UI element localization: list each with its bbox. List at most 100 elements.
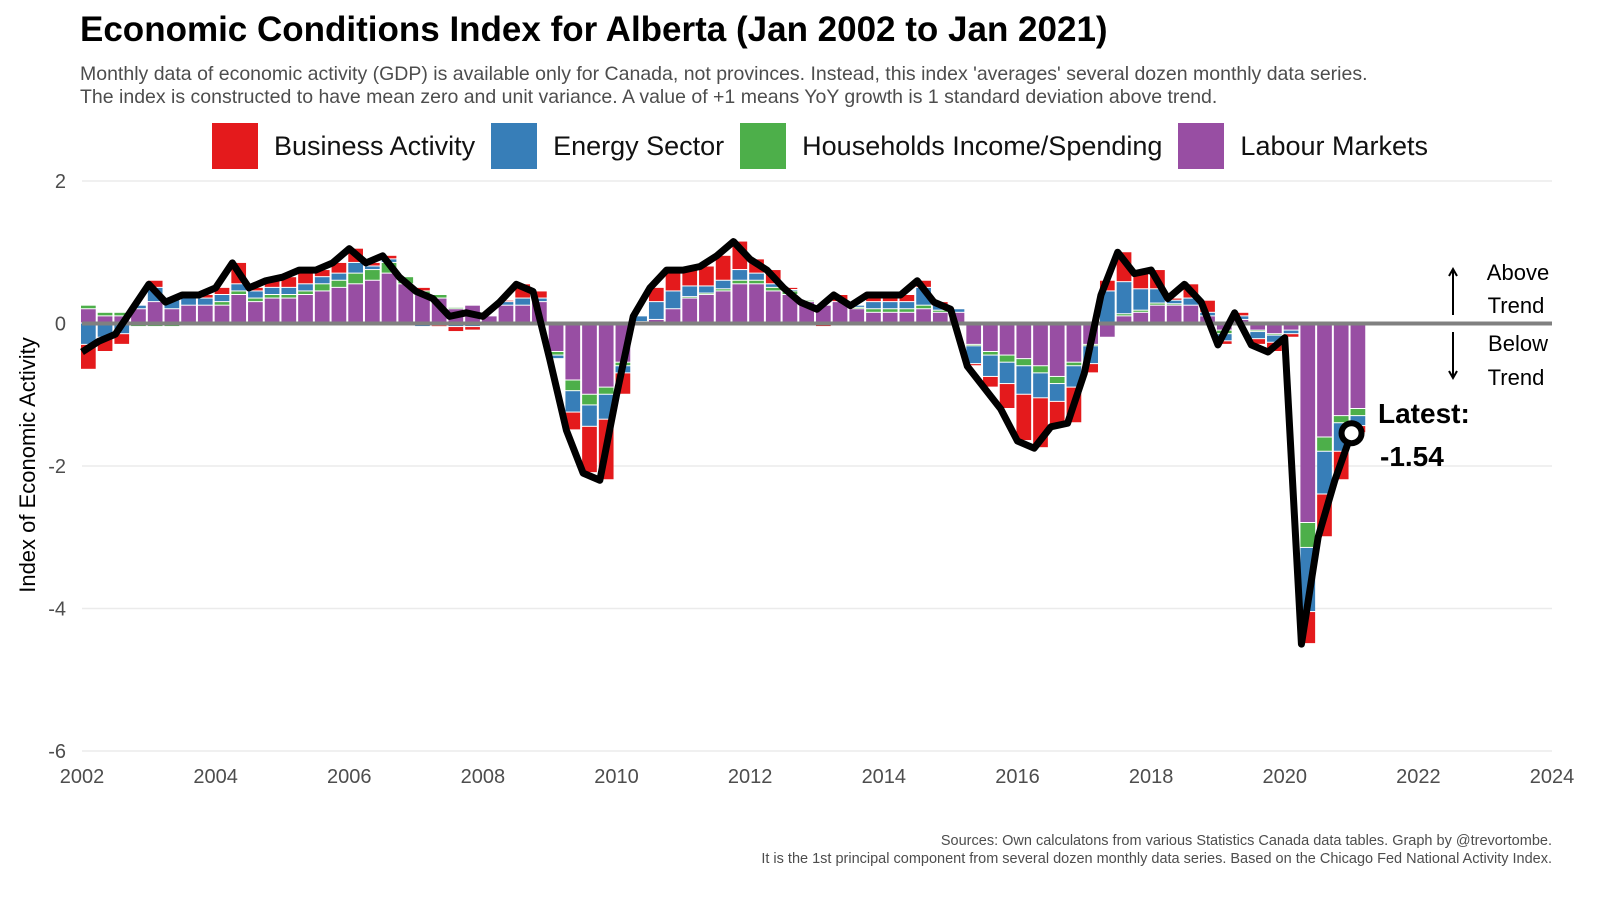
bar-households [1049,376,1065,384]
bar-labour [565,323,581,380]
bar-labour [197,305,213,323]
bar-energy [715,280,731,289]
bar-labour [515,305,531,323]
bar-labour [832,302,848,323]
bar-labour [782,295,798,323]
bar-labour [214,305,230,323]
below-trend-arrow [1448,332,1458,381]
bar-labour [181,305,196,323]
bar-labour [415,295,430,323]
bar-labour [983,323,998,351]
bar-energy [665,291,681,309]
bar-labour [732,284,748,323]
bar-business [498,300,514,302]
bar-labour [1016,323,1032,359]
bar-labour [932,312,948,323]
bar-energy [1049,384,1065,401]
bar-energy [899,302,915,309]
bar-business [281,277,297,287]
bar-energy [248,291,263,298]
bar-labour [582,323,597,394]
bar-households [916,305,931,309]
bar-households [983,352,998,355]
bar-households [281,295,297,298]
bar-households [715,289,731,291]
bar-labour [882,312,898,323]
bar-labour [298,295,313,323]
bar-households [1016,359,1032,366]
x-tick-label: 2012 [728,766,773,788]
bar-labour [1116,316,1132,323]
bar-households [331,280,347,287]
legend: Business Activity Energy Sector Househol… [212,123,1444,169]
bar-households [548,352,564,355]
bar-labour [1049,323,1065,376]
legend-swatch-business [212,123,258,169]
bar-business [214,287,230,294]
bar-energy [632,316,647,322]
legend-item-business: Business Activity [212,123,475,169]
bar-energy [749,273,764,280]
bar-households [849,307,865,309]
bar-households [598,387,614,394]
bar-households [448,307,464,309]
bar-labour [1300,323,1316,522]
bar-households [866,309,881,312]
chart-subtitle-line-1: Monthly data of economic activity (GDP) … [80,63,1368,85]
bar-business [782,287,798,290]
bar-labour [699,295,714,323]
x-tick-label: 2004 [193,766,238,788]
bar-labour [264,298,280,323]
bar-households [114,312,130,316]
bar-labour [348,284,363,323]
bar-energy [1267,335,1282,342]
bar-labour [1066,323,1082,362]
bar-energy [281,287,297,294]
bar-business [1133,273,1149,289]
bar-households [1300,523,1316,547]
bar-households [1350,409,1366,416]
bar-households [97,312,113,316]
bar-households [314,284,330,291]
bar-business [1216,341,1232,344]
bar-labour [1166,305,1182,323]
bar-households [765,287,781,291]
above-trend-arrow [1448,266,1458,315]
legend-item-energy: Energy Sector [491,123,724,169]
legend-item-households: Households Income/Spending [740,123,1162,169]
bar-business [899,295,915,302]
bar-labour [899,312,915,323]
bar-labour [598,323,614,387]
bar-households [1267,334,1282,335]
x-tick-label: 2024 [1530,766,1575,788]
bar-business [1233,312,1249,316]
bar-energy [1116,282,1132,314]
bar-energy [582,405,597,426]
x-tick-label: 2018 [1129,766,1174,788]
annotation-below-2: Trend [1488,365,1545,390]
bar-labour [147,302,163,323]
bar-business [699,266,714,286]
legend-label: Households Income/Spending [802,130,1163,161]
bar-households [1317,437,1332,451]
bar-labour [1150,305,1165,323]
bar-energy [1250,332,1266,339]
bar-business [1083,364,1098,373]
bar-energy [1066,366,1082,387]
bar-energy [765,284,781,287]
bar-energy [214,295,230,302]
annotation-below-1: Below [1488,331,1548,356]
bar-energy [364,266,380,270]
bar-energy [699,286,714,293]
bar-labour [97,316,113,323]
legend-swatch-households [740,123,787,169]
bar-households [565,380,581,391]
bar-business [983,376,998,387]
bar-labour [548,323,564,351]
bar-households [882,309,898,312]
bar-households [682,297,698,298]
bar-energy [314,277,330,284]
y-tick-label: -4 [48,599,66,621]
bar-labour [81,309,96,323]
bar-business [448,327,464,332]
